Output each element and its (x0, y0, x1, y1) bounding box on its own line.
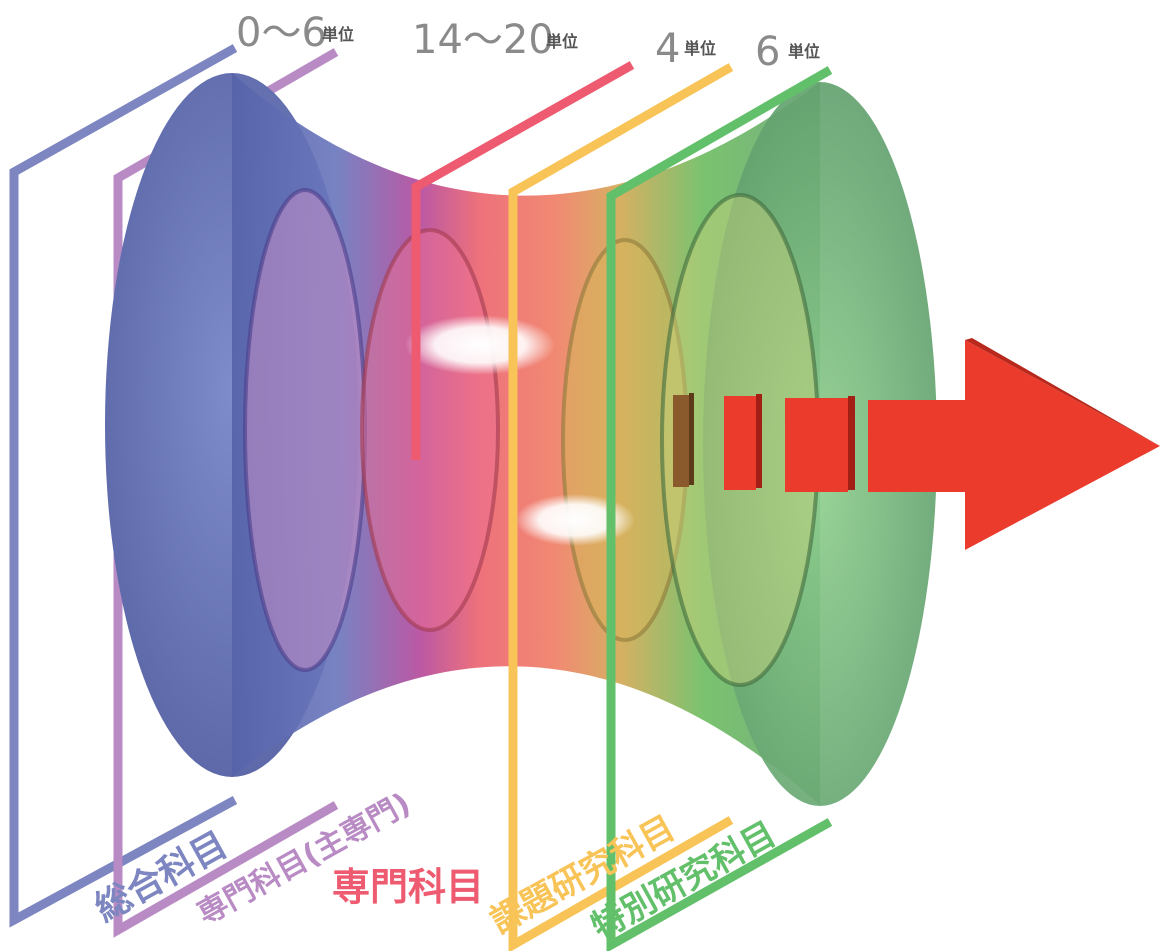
credit-label-2: 14〜20 単位 (412, 17, 578, 63)
credit-unit: 単位 (322, 25, 354, 44)
category-label-senmon: 専門科目 (332, 865, 484, 909)
ring-2 (360, 228, 500, 632)
credit-unit: 単位 (788, 42, 820, 61)
credit-value: 14〜20 (412, 17, 554, 63)
tube-body (232, 73, 820, 805)
credit-label-1: 0〜6 単位 (236, 10, 354, 56)
credit-unit: 単位 (546, 32, 578, 51)
arrow-dash-2-side (756, 394, 762, 488)
credit-label-4: 6 単位 (755, 29, 820, 75)
credit-value: 0〜6 (236, 10, 327, 56)
arrow-dash-3-side (848, 396, 855, 490)
arrow-dash-3 (785, 398, 848, 492)
frame-tokubetsu (606, 66, 833, 951)
credit-value: 4 (655, 26, 680, 72)
frame-kadai (508, 63, 734, 951)
frame-sogo (9, 44, 238, 928)
arrow-head-top (965, 338, 1160, 446)
credit-label-3: 4 単位 (655, 26, 716, 72)
credit-value: 6 (755, 29, 780, 75)
highlight-lower (515, 494, 635, 546)
frame-senmon (411, 61, 635, 460)
ring-1 (243, 188, 367, 672)
arrow-head (868, 340, 1160, 550)
arrow-dash-1-side (689, 393, 694, 485)
credit-unit: 単位 (684, 39, 716, 58)
progress-arrow (673, 338, 1160, 550)
arrow-dash-1 (673, 395, 689, 487)
arrow-dash-2 (724, 396, 756, 490)
highlight-upper (405, 315, 555, 375)
